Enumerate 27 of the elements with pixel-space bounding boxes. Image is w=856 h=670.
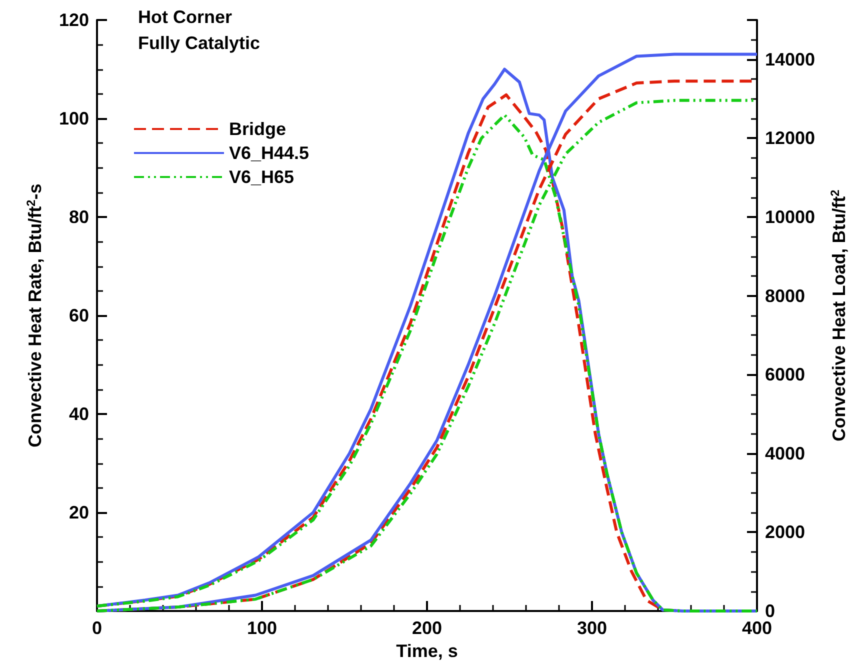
x-tick-label: 100 bbox=[246, 618, 278, 638]
y-tick-label: 80 bbox=[68, 207, 89, 227]
y2-tick-label: 12000 bbox=[765, 128, 816, 148]
x-tick-label: 200 bbox=[412, 618, 442, 638]
y2-tick-label: 2000 bbox=[765, 522, 806, 542]
y2-axis-title: Convective Heat Load, Btu/ft2 bbox=[828, 189, 849, 442]
y2-tick-label: 8000 bbox=[765, 286, 806, 306]
y2-tick-label: 0 bbox=[765, 601, 776, 621]
x-tick-label: 0 bbox=[92, 618, 102, 638]
y2-tick-label: 10000 bbox=[765, 207, 816, 227]
legend-label: V6_H44.5 bbox=[229, 143, 310, 163]
legend-label: Bridge bbox=[229, 119, 286, 139]
annotation: Hot Corner bbox=[138, 7, 232, 27]
y-tick-label: 20 bbox=[68, 502, 89, 522]
y2-tick-label: 4000 bbox=[765, 443, 806, 464]
y2-tick-label: 6000 bbox=[765, 364, 806, 385]
y-axis-title: Convective Heat Rate, Btu/ft2-s bbox=[24, 184, 45, 448]
x-tick-label: 300 bbox=[576, 618, 608, 638]
y-tick-label: 100 bbox=[58, 108, 89, 128]
y-tick-label: 60 bbox=[68, 306, 89, 326]
legend-label: V6_H65 bbox=[229, 167, 294, 187]
y-tick-label: 120 bbox=[58, 10, 89, 30]
x-axis-title: Time, s bbox=[396, 640, 458, 661]
y2-tick-label: 14000 bbox=[765, 49, 816, 70]
y-tick-label: 40 bbox=[68, 404, 89, 424]
x-tick-label: 400 bbox=[742, 618, 772, 638]
annotation: Fully Catalytic bbox=[138, 33, 260, 53]
